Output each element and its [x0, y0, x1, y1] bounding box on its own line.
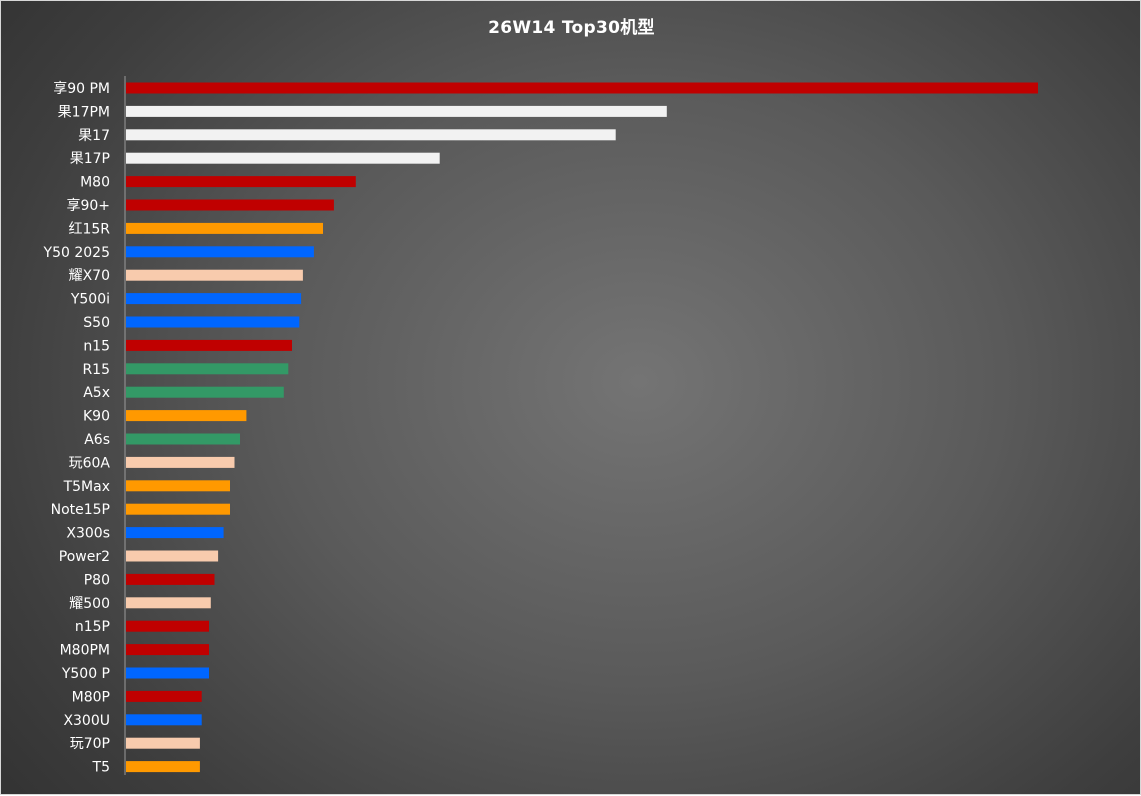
bar-27	[126, 714, 202, 726]
bar-13	[126, 386, 284, 398]
bar-17	[126, 480, 230, 492]
bar-7	[126, 246, 314, 258]
category-label-10: S50	[83, 315, 110, 331]
bar-6	[126, 222, 323, 234]
bar-10	[126, 316, 300, 328]
category-label-26: M80P	[72, 689, 110, 705]
category-label-5: 享90+	[66, 197, 110, 214]
bar-18	[126, 503, 230, 515]
bar-20	[126, 550, 219, 562]
category-label-17: T5Max	[63, 479, 110, 495]
bar-12	[126, 363, 289, 375]
bar-3	[126, 152, 440, 164]
bar-16	[126, 456, 235, 468]
bar-5	[126, 199, 334, 211]
category-label-12: R15	[82, 362, 110, 378]
bar-28	[126, 737, 200, 749]
category-label-21: P80	[84, 572, 110, 588]
category-label-23: n15P	[75, 619, 110, 635]
category-label-1: 果17PM	[58, 104, 110, 120]
bar-14	[126, 410, 247, 422]
category-label-14: K90	[83, 409, 110, 425]
bar-11	[126, 339, 292, 351]
category-label-6: 红15R	[68, 221, 110, 237]
category-label-29: T5	[92, 760, 110, 776]
bar-2	[126, 129, 616, 141]
category-label-22: 耀500	[69, 596, 110, 612]
bar-21	[126, 573, 215, 585]
bar-26	[126, 690, 202, 702]
bar-15	[126, 433, 240, 445]
bar-25	[126, 667, 209, 679]
category-label-24: M80PM	[60, 643, 110, 659]
category-label-19: X300s	[66, 526, 110, 542]
bar-23	[126, 620, 209, 632]
category-label-4: M80	[80, 175, 110, 191]
category-label-13: A5x	[83, 385, 110, 401]
category-label-11: n15	[83, 338, 110, 354]
category-label-16: 玩60A	[69, 455, 111, 471]
chart-title: 26W14 Top30机型	[488, 18, 655, 38]
bar-9	[126, 293, 302, 305]
category-label-7: Y50 2025	[43, 245, 110, 261]
category-label-25: Y500 P	[61, 666, 110, 682]
bar-19	[126, 527, 224, 539]
category-label-15: A6s	[84, 432, 110, 448]
category-label-8: 耀X70	[69, 268, 110, 284]
category-label-9: Y500i	[70, 292, 110, 308]
bar-22	[126, 597, 211, 609]
category-label-3: 果17P	[70, 151, 110, 167]
bar-4	[126, 176, 356, 188]
bar-1	[126, 105, 667, 117]
category-label-2: 果17	[78, 128, 110, 144]
category-label-28: 玩70P	[70, 736, 110, 752]
bar-8	[126, 269, 303, 281]
category-label-27: X300U	[63, 713, 110, 729]
bar-29	[126, 761, 200, 773]
bar-0	[126, 82, 1038, 94]
bar-24	[126, 644, 209, 656]
category-label-20: Power2	[59, 549, 110, 565]
bars-group	[126, 82, 1038, 773]
category-labels-group: 享90 PM 果17PM 果17 果17P M80 享90+ 红15R Y50 2025 耀X7…	[43, 80, 111, 776]
category-label-0: 享90 PM	[53, 80, 110, 97]
category-label-18: Note15P	[51, 502, 110, 518]
